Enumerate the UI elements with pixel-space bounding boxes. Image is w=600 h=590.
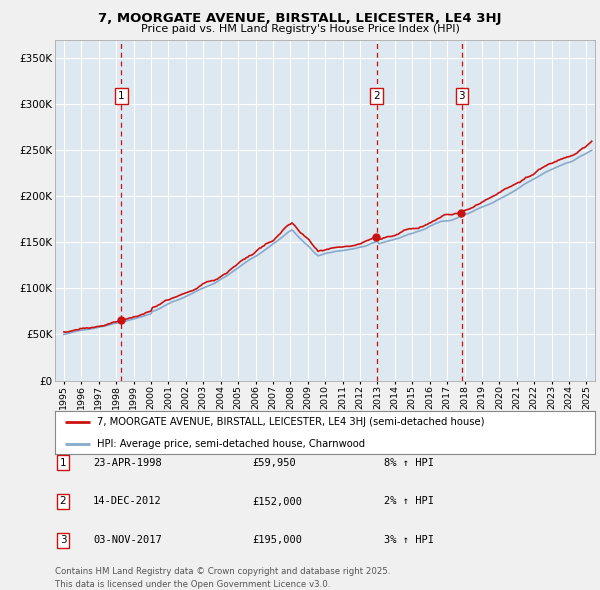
Text: Contains HM Land Registry data © Crown copyright and database right 2025.
This d: Contains HM Land Registry data © Crown c… [55, 568, 391, 589]
Text: £152,000: £152,000 [252, 497, 302, 506]
Text: HPI: Average price, semi-detached house, Charnwood: HPI: Average price, semi-detached house,… [97, 438, 365, 448]
Text: 14-DEC-2012: 14-DEC-2012 [93, 497, 162, 506]
Text: 3: 3 [458, 91, 465, 101]
Text: 2: 2 [373, 91, 380, 101]
Text: £195,000: £195,000 [252, 536, 302, 545]
Text: 3: 3 [59, 536, 67, 545]
Text: 2% ↑ HPI: 2% ↑ HPI [384, 497, 434, 506]
Text: 03-NOV-2017: 03-NOV-2017 [93, 536, 162, 545]
Text: 1: 1 [59, 458, 67, 467]
Text: 7, MOORGATE AVENUE, BIRSTALL, LEICESTER, LE4 3HJ (semi-detached house): 7, MOORGATE AVENUE, BIRSTALL, LEICESTER,… [97, 417, 485, 427]
Text: 2: 2 [59, 497, 67, 506]
Text: 8% ↑ HPI: 8% ↑ HPI [384, 458, 434, 467]
Text: 3% ↑ HPI: 3% ↑ HPI [384, 536, 434, 545]
Text: 23-APR-1998: 23-APR-1998 [93, 458, 162, 467]
Text: 7, MOORGATE AVENUE, BIRSTALL, LEICESTER, LE4 3HJ: 7, MOORGATE AVENUE, BIRSTALL, LEICESTER,… [98, 12, 502, 25]
Text: 1: 1 [118, 91, 125, 101]
Text: Price paid vs. HM Land Registry's House Price Index (HPI): Price paid vs. HM Land Registry's House … [140, 24, 460, 34]
Text: £59,950: £59,950 [252, 458, 296, 467]
